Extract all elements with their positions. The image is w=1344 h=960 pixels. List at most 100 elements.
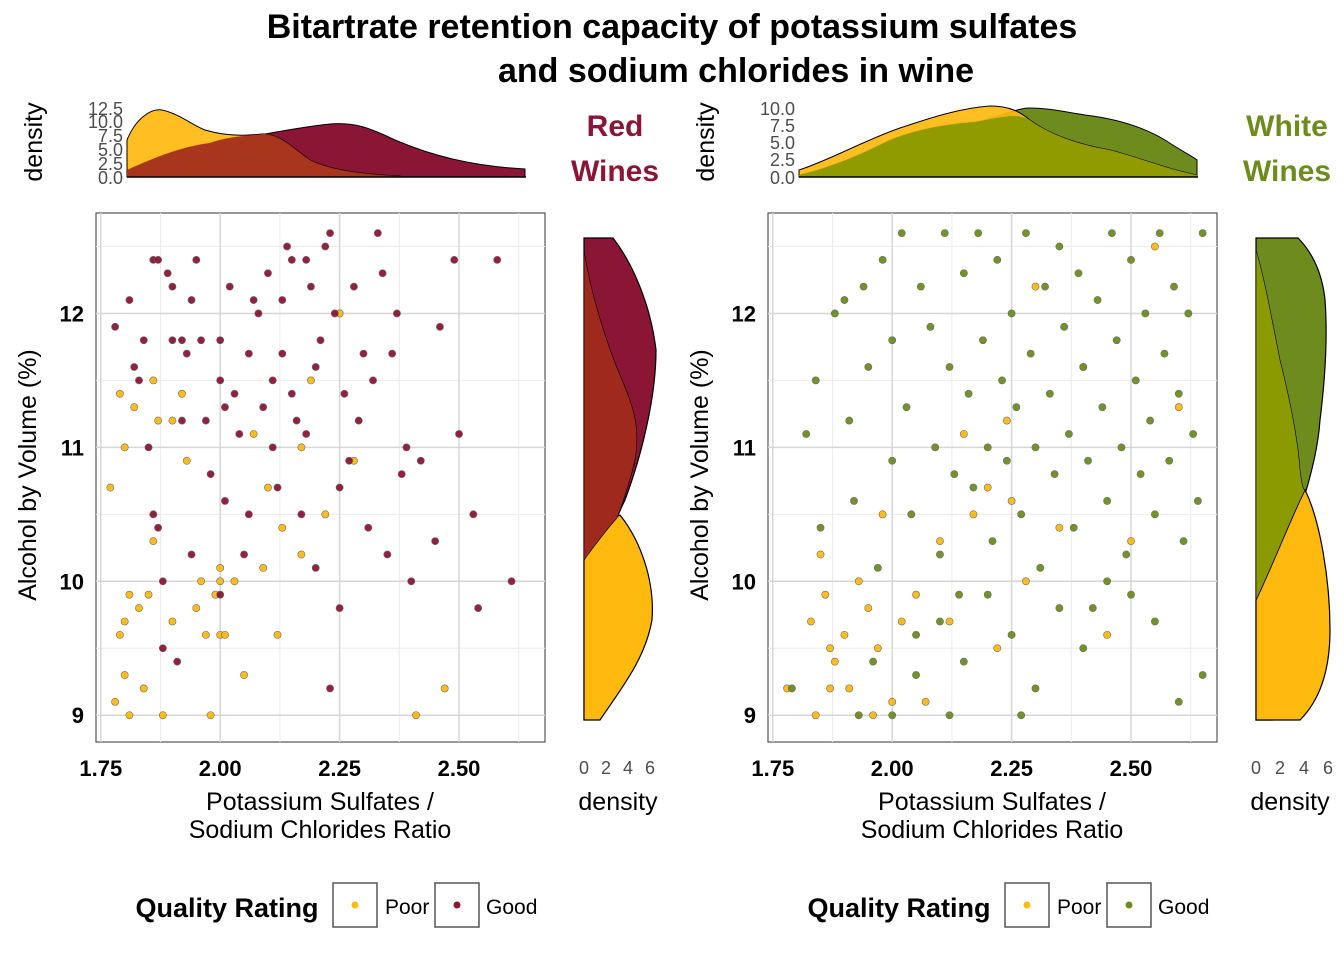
point-good: [230, 389, 239, 398]
point-poor: [178, 389, 186, 398]
point-good: [854, 711, 863, 720]
point-poor: [154, 416, 162, 425]
point-good: [1065, 430, 1073, 438]
red-legend-label-good: Good: [486, 896, 537, 919]
point-good: [1041, 282, 1049, 291]
point-poor: [440, 684, 449, 693]
point-good: [1174, 389, 1183, 398]
point-good: [1174, 697, 1183, 706]
point-poor: [897, 617, 906, 626]
point-good: [225, 282, 234, 291]
white-legend: Quality Rating Poor Good: [807, 882, 1209, 928]
point-good: [1031, 684, 1040, 693]
point-good: [111, 322, 120, 331]
white-xlabel-line1: Potassium Sulfates /: [878, 788, 1106, 816]
point-good: [1103, 577, 1112, 586]
point-good: [283, 242, 291, 251]
point-good: [187, 296, 196, 304]
point-good: [1093, 296, 1102, 304]
point-good: [1036, 563, 1045, 572]
point-poor: [983, 483, 992, 492]
point-poor: [130, 403, 139, 412]
point-poor: [412, 711, 420, 720]
red-plot-area: [95, 212, 546, 743]
red-xlabel-line1: Potassium Sulfates /: [206, 788, 434, 816]
point-good: [816, 523, 825, 532]
white-right-tick-2: 4: [1299, 758, 1309, 778]
point-good: [1170, 282, 1178, 291]
point-good: [402, 443, 411, 452]
white-right-density: 0 2 4 6 density: [1250, 237, 1333, 816]
point-good: [221, 403, 229, 412]
point-good: [287, 255, 296, 264]
red-legend-title: Quality Rating: [135, 893, 318, 923]
red-top-density-overlap: [127, 133, 400, 177]
point-good: [493, 255, 502, 264]
red-xlabel-line2: Sodium Chlorides Ratio: [189, 816, 452, 844]
point-poor: [149, 537, 158, 546]
point-poor: [1055, 523, 1064, 532]
point-good: [912, 671, 920, 679]
point-good: [1198, 229, 1207, 237]
point-good: [125, 296, 134, 304]
point-poor: [1031, 282, 1040, 291]
point-good: [388, 349, 397, 358]
point-good: [316, 336, 325, 345]
white-ylabel: Alcohol by Volume (%): [686, 349, 714, 601]
point-good: [278, 296, 287, 304]
point-good: [373, 229, 382, 237]
point-good: [192, 255, 201, 264]
point-good: [1127, 590, 1135, 599]
white-legend-dot-poor: [1023, 901, 1031, 909]
point-poor: [125, 590, 134, 599]
point-good: [158, 644, 167, 653]
white-xlabel-line2: Sodium Chlorides Ratio: [861, 816, 1124, 844]
x-tick-label: 2.50: [438, 756, 481, 781]
point-poor: [168, 617, 177, 626]
point-good: [1151, 510, 1159, 519]
point-good: [1088, 604, 1097, 612]
point-good: [1131, 376, 1140, 385]
point-good: [154, 523, 162, 532]
point-good: [787, 684, 796, 693]
point-good: [187, 550, 196, 559]
point-good: [959, 269, 968, 278]
point-good: [888, 711, 897, 720]
point-good: [1112, 336, 1121, 345]
point-good: [450, 255, 459, 264]
point-good: [945, 711, 954, 720]
point-good: [1165, 456, 1174, 465]
red-right-density-xlabel: density: [578, 788, 658, 816]
chart-title-line1: Bitartrate retention capacity of potassi…: [267, 8, 1078, 46]
point-poor: [297, 443, 306, 452]
point-good: [959, 657, 968, 666]
point-good: [359, 349, 368, 358]
point-good: [1012, 403, 1021, 412]
point-good: [1103, 497, 1112, 505]
white-top-tick-1: 2.5: [770, 150, 795, 170]
point-good: [455, 430, 463, 438]
point-poor: [1007, 497, 1016, 505]
point-good: [354, 416, 363, 425]
white-top-density: density 0.0 2.5 5.0 7.5 10.0: [692, 99, 1198, 188]
x-tick-label: 2.25: [990, 756, 1033, 781]
point-good: [1002, 456, 1011, 465]
point-good: [1084, 456, 1092, 465]
point-good: [244, 510, 253, 519]
point-good: [326, 229, 334, 237]
point-good: [888, 336, 897, 345]
point-poor: [182, 456, 191, 465]
point-good: [907, 510, 916, 519]
red-top-tick-4: 10.0: [88, 112, 123, 132]
white-grid: [768, 213, 1217, 742]
point-good: [163, 269, 172, 278]
point-poor: [221, 630, 229, 639]
point-good: [216, 590, 225, 599]
point-good: [1007, 630, 1016, 639]
point-poor: [139, 684, 148, 693]
y-tick-label: 11: [733, 435, 756, 460]
point-good: [1189, 430, 1198, 438]
point-good: [1055, 604, 1064, 612]
point-good: [407, 577, 416, 586]
point-poor: [206, 711, 215, 720]
